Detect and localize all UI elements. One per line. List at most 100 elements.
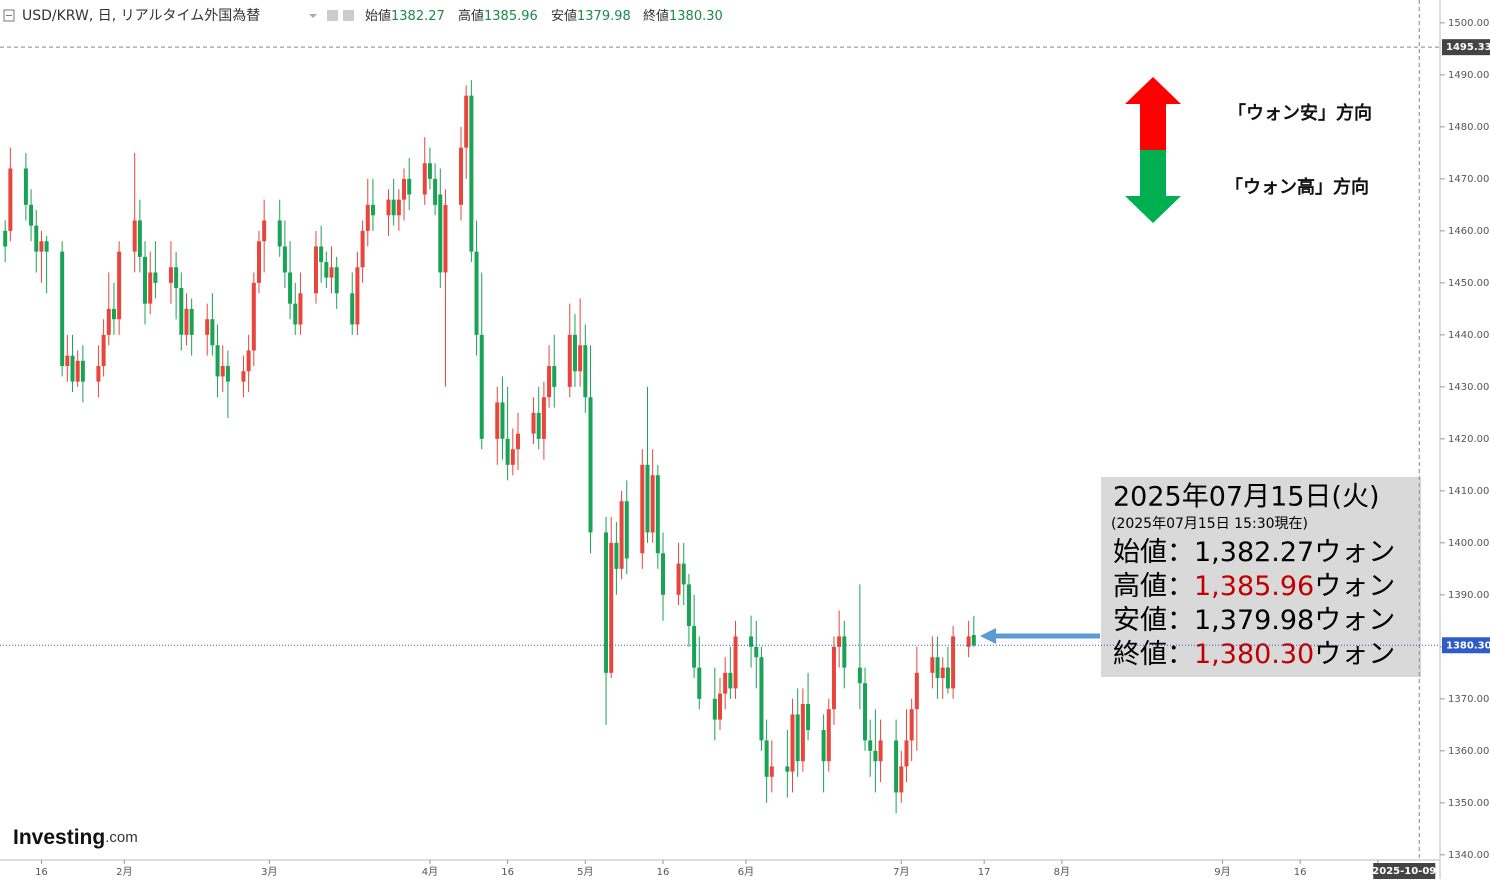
candle-body — [863, 683, 868, 741]
candle-body — [153, 272, 158, 283]
candle-body — [831, 646, 836, 710]
y-tick-label: 1450.00 — [1448, 278, 1489, 289]
y-tick-label: 1500.00 — [1448, 18, 1489, 29]
candle-body — [360, 230, 365, 268]
candle-body — [764, 740, 769, 777]
y-tick-label: 1430.00 — [1448, 382, 1489, 393]
candle-body — [469, 95, 474, 252]
info-date: 2025年07月15日(火) — [1113, 482, 1380, 513]
candle-body — [904, 740, 909, 767]
candle-body — [80, 360, 85, 382]
info-label: 安値： — [1113, 605, 1194, 636]
info-value: 1,379.98 — [1194, 605, 1314, 636]
pointer-arrow-head — [980, 628, 996, 644]
candle-body — [143, 256, 148, 304]
y-tick-label: 1350.00 — [1448, 798, 1489, 809]
annotation: 「ウォン安」方向 — [1228, 102, 1372, 124]
candle-body — [619, 501, 624, 569]
candle-body — [184, 308, 189, 335]
candle-body — [759, 657, 764, 741]
info-unit: ウォン — [1314, 571, 1395, 602]
y-tick-label: 1390.00 — [1448, 590, 1489, 601]
candle-body — [614, 542, 619, 569]
x-tick-label: 7月 — [893, 866, 909, 878]
y-tick-label: 1470.00 — [1448, 174, 1489, 185]
y-tick-label: 1400.00 — [1448, 538, 1489, 549]
info-row: 安値：1,379.98ウォン — [1113, 605, 1395, 636]
y-tick-label: 1370.00 — [1448, 694, 1489, 705]
candle-body — [541, 397, 546, 439]
ohlc-value: 1380.30 — [669, 9, 723, 24]
candle-body — [23, 168, 28, 205]
candle-body — [940, 667, 945, 679]
candle-body — [951, 636, 956, 689]
down-arrow — [1125, 150, 1181, 223]
candle-body — [251, 282, 256, 351]
candle-body — [588, 397, 593, 533]
x-tick-label: 3月 — [261, 866, 277, 878]
candle-body — [288, 272, 293, 304]
candle-body — [909, 709, 914, 741]
x-tick-label: 4月 — [422, 866, 438, 878]
ohlc-value: 1382.27 — [391, 9, 445, 24]
crosshair-x-label: 2025-10-09 — [1372, 866, 1436, 877]
candle-body — [826, 709, 831, 762]
candle-body — [697, 667, 702, 699]
candle-body — [329, 267, 334, 278]
candle-body — [70, 355, 75, 382]
annotations: 「ウォン安」方向 「ウォン高」方向 2025年07月15日(火) (2025年0… — [980, 77, 1421, 677]
candle-body — [246, 350, 251, 372]
candle-body — [474, 251, 479, 335]
candle-body — [531, 412, 536, 434]
candle-body — [868, 740, 873, 751]
x-tick-label: 8月 — [1054, 866, 1070, 878]
candle-body — [935, 657, 940, 679]
x-tick-label: 16 — [657, 867, 670, 878]
info-value: 1,380.30 — [1194, 639, 1314, 670]
candle-body — [624, 501, 629, 559]
candle-body — [101, 334, 106, 367]
candle-body — [795, 714, 800, 762]
icon — [343, 10, 354, 21]
candle-body — [96, 366, 101, 382]
info-box — [1101, 477, 1421, 677]
candle-body — [225, 366, 230, 382]
icon — [327, 10, 338, 21]
info-row: 高値：1,385.96ウォン — [1113, 571, 1395, 602]
logo-name: Investing.com — [13, 826, 138, 849]
candle-body — [427, 163, 432, 179]
candle-body — [205, 319, 210, 335]
candle-body — [148, 272, 153, 304]
candle-body — [769, 766, 774, 777]
info-label: 終値： — [1113, 639, 1194, 670]
y-tick-label: 1480.00 — [1448, 122, 1489, 133]
candle-body — [640, 464, 645, 554]
candle-body — [324, 262, 329, 278]
candle-body — [111, 308, 116, 320]
candle-body — [686, 584, 691, 627]
candle-body — [39, 241, 44, 252]
x-tick-label: 9月 — [1214, 866, 1230, 878]
logo-name: Investing — [13, 826, 105, 849]
y-tick-label: 1410.00 — [1448, 486, 1489, 497]
y-tick-label: 1420.00 — [1448, 434, 1489, 445]
candle-body — [402, 178, 407, 200]
candle-body — [821, 730, 826, 762]
candle-body — [350, 293, 355, 325]
candle-body — [645, 464, 650, 533]
ohlc-value: 1385.96 — [484, 9, 538, 24]
candle-body — [655, 475, 660, 554]
candle-body — [464, 95, 469, 148]
candle-body — [712, 698, 717, 720]
candle-body — [681, 563, 686, 585]
info-label: 高値： — [1113, 571, 1194, 602]
header: USD/KRW, 日, リアルタイム外国為替 始値1382.27 高値1385.… — [3, 8, 723, 24]
info-value: 1,382.27 — [1194, 537, 1314, 568]
candle-body — [723, 672, 728, 694]
candle-body — [676, 563, 681, 595]
candle-body — [572, 334, 577, 372]
x-tick-label: 2月 — [116, 866, 132, 878]
candle-body — [728, 672, 733, 689]
candle-body — [837, 636, 842, 647]
